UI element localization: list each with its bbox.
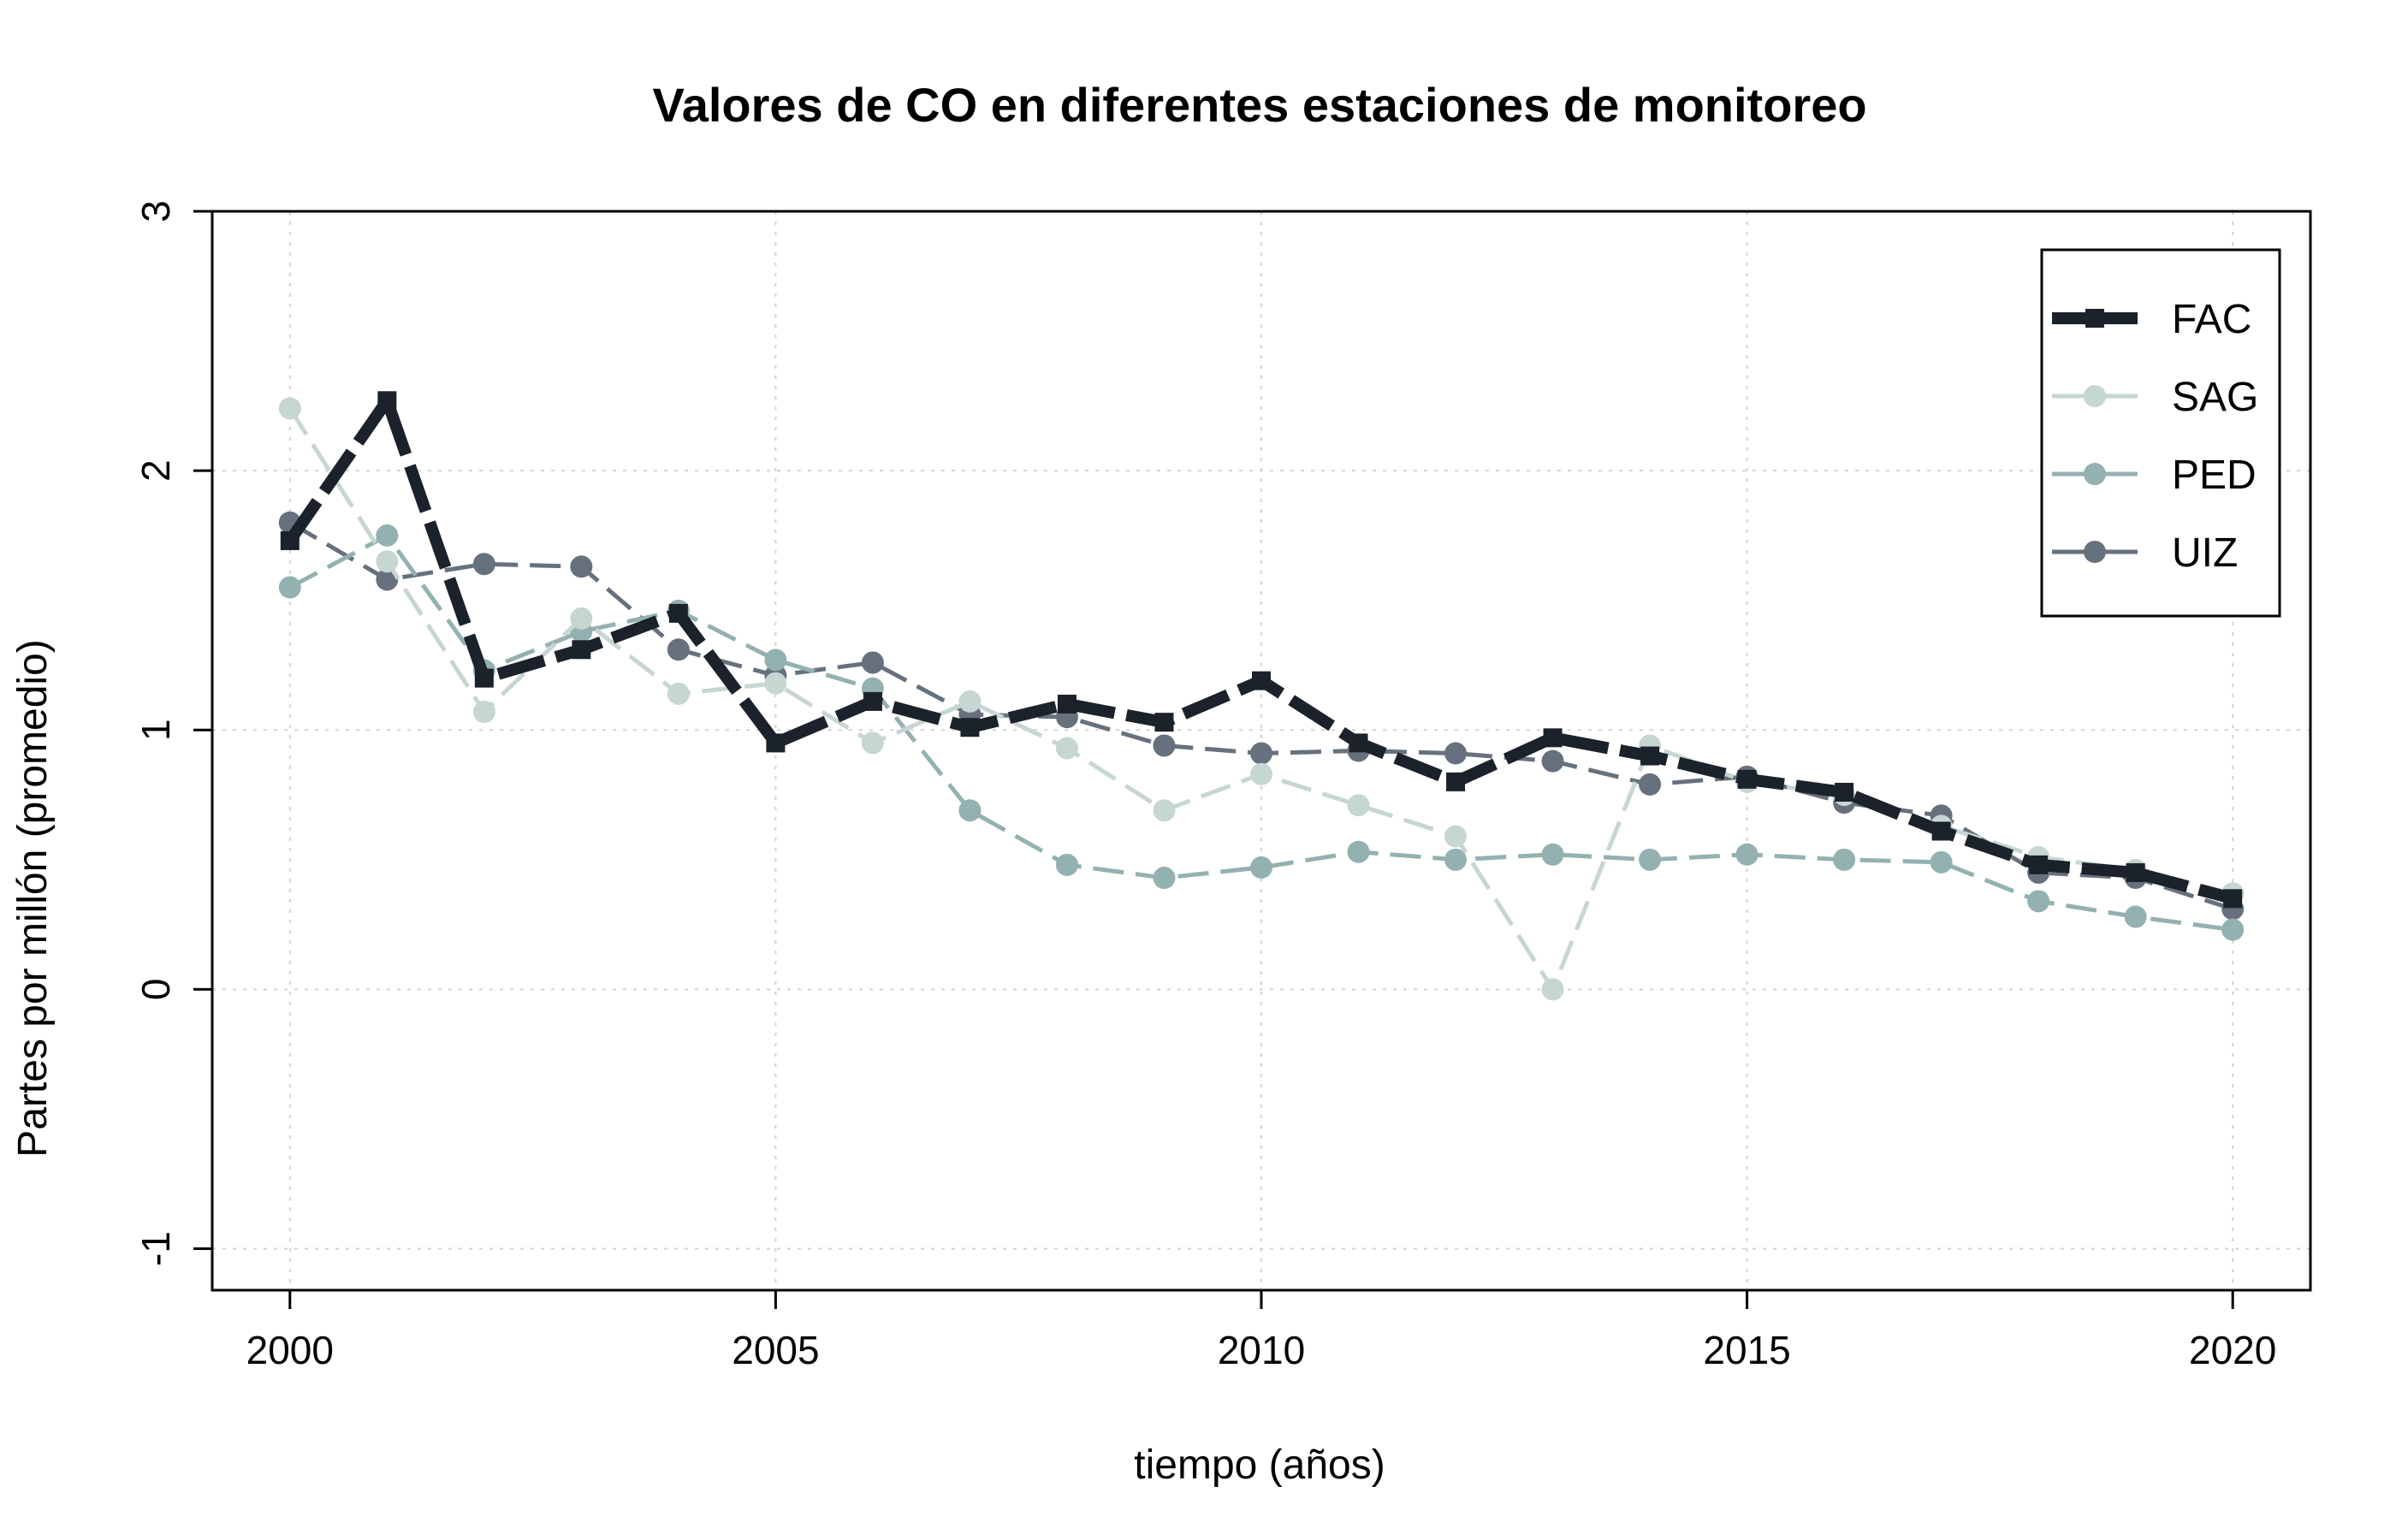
data-point	[278, 397, 301, 420]
data-point	[1541, 843, 1564, 866]
legend-swatch-marker	[2085, 309, 2104, 328]
data-point	[863, 691, 882, 711]
data-point	[278, 576, 301, 599]
data-point	[764, 672, 787, 695]
legend-label: PED	[2172, 453, 2257, 498]
data-point	[2221, 918, 2245, 941]
data-point	[2029, 855, 2049, 874]
legend-label: FAC	[2172, 297, 2251, 342]
data-point	[2124, 905, 2147, 928]
data-point	[1446, 772, 1466, 791]
data-point	[1541, 978, 1564, 1001]
y-tick-label: 0	[133, 979, 178, 1001]
data-point	[1055, 853, 1078, 876]
data-point	[1444, 825, 1468, 848]
data-point	[376, 568, 399, 591]
y-tick-label: 2	[133, 459, 178, 482]
data-point	[1349, 733, 1368, 753]
y-tick-label: 1	[133, 719, 178, 741]
data-point	[2027, 890, 2050, 913]
series-fac	[280, 391, 2243, 909]
chart-title: Valores de CO en diferentes estaciones d…	[652, 78, 1866, 132]
data-point	[1252, 671, 1271, 690]
x-tick-label: 2020	[2189, 1328, 2276, 1372]
data-point	[472, 701, 495, 724]
data-point	[667, 638, 690, 661]
data-point	[1347, 840, 1370, 863]
data-point	[1543, 728, 1563, 748]
data-point	[1737, 769, 1757, 789]
data-point	[958, 799, 982, 822]
data-point	[958, 690, 982, 713]
y-axis-label: Partes por millón (promedio)	[10, 639, 56, 1158]
legend-swatch-marker	[2084, 463, 2106, 485]
plot-area	[278, 391, 2245, 1001]
data-point	[1250, 742, 1272, 765]
data-point	[570, 607, 593, 630]
data-point	[667, 682, 690, 705]
legend-label: UIZ	[2172, 530, 2238, 576]
legend-swatch-marker	[2084, 541, 2106, 563]
data-point	[764, 649, 787, 672]
data-point	[668, 603, 688, 623]
data-point	[1639, 773, 1662, 796]
x-tick-label: 2015	[1703, 1328, 1790, 1372]
y-tick-label: -1	[133, 1231, 178, 1266]
data-point	[1154, 713, 1174, 732]
x-tick-label: 2000	[246, 1328, 334, 1372]
data-point	[1444, 848, 1468, 871]
x-tick-label: 2005	[732, 1328, 819, 1372]
data-point	[1640, 746, 1660, 766]
data-point	[960, 718, 980, 737]
data-point	[1347, 794, 1370, 817]
data-point	[1057, 694, 1076, 714]
x-axis-label: tiempo (años)	[1134, 1442, 1385, 1488]
data-point	[2223, 889, 2243, 909]
data-point	[861, 651, 884, 674]
data-point	[1153, 734, 1176, 757]
data-point	[1639, 848, 1662, 871]
data-point	[1541, 749, 1564, 773]
axes: 2000 2005 2010 2015 2020 -1 0 1 2 3	[133, 200, 2312, 1372]
data-point	[474, 668, 494, 688]
series-ped	[278, 524, 2245, 941]
legend-label: SAG	[2172, 375, 2258, 420]
data-point	[2126, 862, 2145, 882]
data-point	[572, 640, 591, 660]
series-line	[288, 533, 2233, 933]
data-point	[280, 530, 300, 550]
data-point	[1444, 742, 1468, 765]
data-point	[1735, 843, 1758, 866]
data-point	[1250, 762, 1272, 785]
data-point	[1250, 856, 1272, 879]
data-point	[766, 733, 786, 753]
data-point	[570, 555, 593, 578]
y-tick-label: 3	[133, 200, 178, 222]
x-tick-label: 2010	[1218, 1328, 1305, 1372]
data-point	[472, 553, 495, 576]
data-point	[376, 550, 399, 573]
legend: FAC SAG PED UIZ	[2040, 248, 2281, 618]
data-point	[1931, 821, 1951, 841]
data-point	[861, 732, 884, 755]
data-point	[1055, 737, 1078, 760]
data-point	[1930, 850, 1953, 874]
data-point	[377, 391, 397, 411]
legend-box	[2040, 248, 2281, 618]
data-point	[1153, 867, 1176, 890]
legend-swatch-marker	[2084, 385, 2106, 407]
data-point	[1835, 783, 1854, 802]
data-point	[1833, 848, 1856, 871]
data-point	[1153, 799, 1176, 822]
data-point	[376, 524, 399, 547]
